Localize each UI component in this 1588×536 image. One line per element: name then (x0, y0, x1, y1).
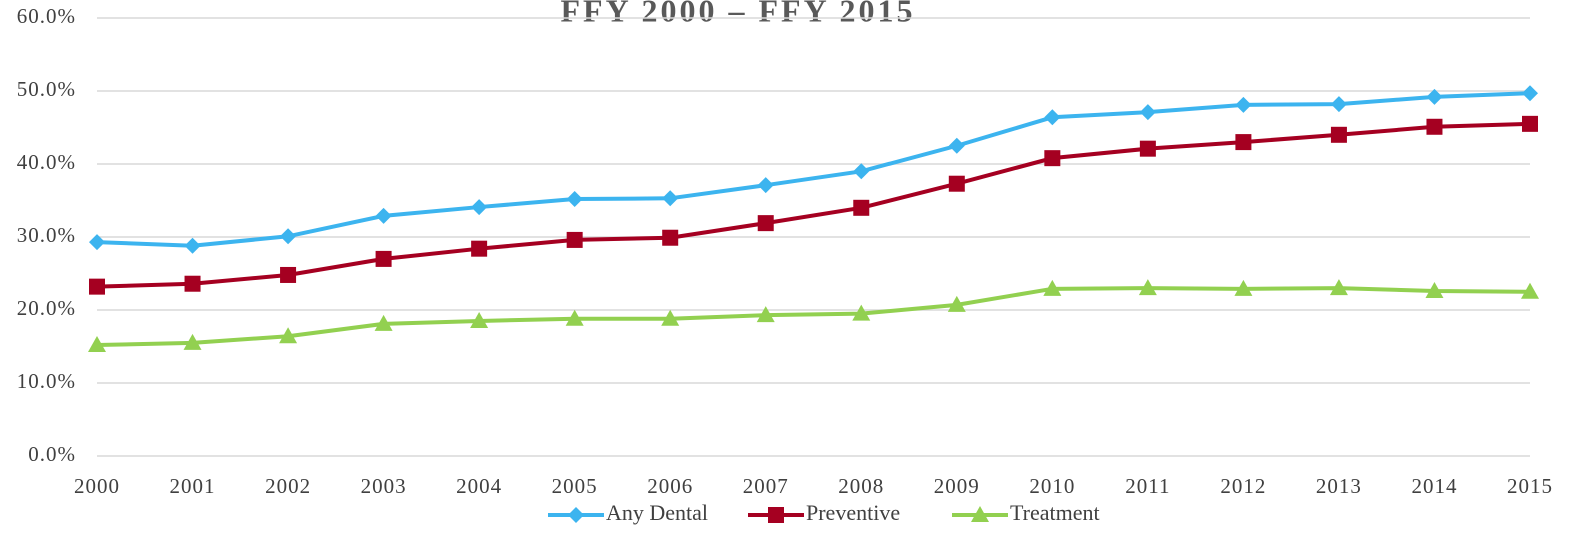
marker (471, 199, 488, 216)
marker (1139, 140, 1156, 157)
marker (1426, 88, 1443, 105)
line (96, 286, 1531, 348)
legend-label: Treatment (1010, 500, 1100, 525)
y-tick-label: 10.0% (17, 369, 76, 393)
marker (565, 309, 584, 326)
chart-title: FFY 2000 – FFY 2015 (560, 0, 915, 28)
series (89, 85, 1538, 254)
marker (1425, 282, 1444, 299)
line (96, 121, 1531, 289)
marker (566, 231, 583, 248)
x-tick-label: 2010 (1029, 474, 1075, 498)
marker (1330, 126, 1347, 143)
marker (948, 137, 965, 154)
y-tick-label: 30.0% (17, 223, 76, 247)
marker (280, 228, 297, 245)
x-tick-label: 2014 (1411, 474, 1457, 498)
x-tick-label: 2000 (74, 474, 120, 498)
y-tick-label: 50.0% (17, 77, 76, 101)
marker (662, 190, 679, 207)
marker (853, 163, 870, 180)
marker (1521, 282, 1539, 299)
marker (88, 336, 106, 353)
x-tick-label: 2001 (170, 474, 216, 498)
x-tick-label: 2008 (838, 474, 884, 498)
x-tick-label: 2015 (1507, 474, 1553, 498)
marker (1330, 96, 1347, 113)
legend-marker (971, 506, 989, 522)
x-tick-label: 2003 (361, 474, 407, 498)
marker (1329, 279, 1348, 296)
marker (1426, 118, 1443, 135)
marker (1235, 134, 1252, 151)
marker (89, 234, 105, 251)
legend-label: Preventive (806, 500, 900, 525)
x-tick-label: 2005 (552, 474, 598, 498)
marker (280, 266, 297, 283)
series (88, 279, 1539, 353)
marker (757, 177, 774, 194)
marker (184, 237, 201, 254)
marker (1139, 104, 1156, 121)
marker (661, 309, 680, 326)
marker (184, 275, 201, 292)
marker (375, 250, 392, 267)
x-tick-label: 2004 (456, 474, 502, 498)
line (96, 91, 1531, 248)
marker (471, 240, 488, 257)
y-tick-label: 40.0% (17, 150, 76, 174)
x-tick-label: 2011 (1125, 474, 1170, 498)
marker (374, 314, 393, 331)
y-tick-label: 20.0% (17, 296, 76, 320)
marker (1522, 115, 1538, 132)
x-tick-label: 2012 (1220, 474, 1266, 498)
legend-marker (768, 507, 784, 523)
marker (566, 191, 583, 208)
marker (853, 199, 870, 216)
marker (470, 311, 489, 328)
x-tick-label: 2006 (647, 474, 693, 498)
legend-marker (568, 507, 584, 523)
marker (947, 295, 966, 312)
y-tick-label: 60.0% (17, 4, 76, 28)
x-tick-label: 2013 (1316, 474, 1362, 498)
marker (756, 306, 775, 323)
x-tick-label: 2007 (743, 474, 789, 498)
x-tick-label: 2002 (265, 474, 311, 498)
marker (279, 327, 298, 344)
marker (1522, 85, 1538, 102)
marker (1234, 279, 1253, 296)
marker (183, 333, 202, 350)
marker (948, 175, 965, 192)
y-tick-label: 0.0% (28, 442, 76, 466)
marker (1044, 109, 1061, 126)
marker (1138, 279, 1157, 296)
series (89, 115, 1538, 295)
marker (1044, 150, 1061, 167)
marker (375, 207, 392, 224)
legend-label: Any Dental (606, 500, 708, 525)
x-tick-label: 2009 (934, 474, 980, 498)
marker (1235, 96, 1252, 113)
legend: Any Dental Preventive Treatment (548, 500, 1100, 525)
marker (757, 215, 774, 232)
marker (1043, 279, 1062, 296)
marker (89, 278, 105, 295)
marker (852, 304, 871, 321)
marker (662, 229, 679, 246)
